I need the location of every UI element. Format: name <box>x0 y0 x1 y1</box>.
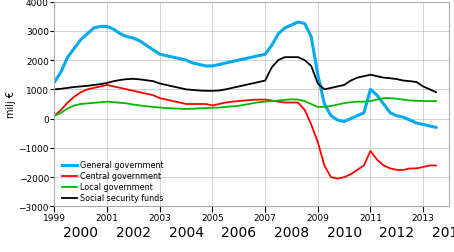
Legend: General government, Central government, Local government, Social security funds: General government, Central government, … <box>63 161 164 203</box>
Y-axis label: milj €: milj € <box>5 91 15 118</box>
